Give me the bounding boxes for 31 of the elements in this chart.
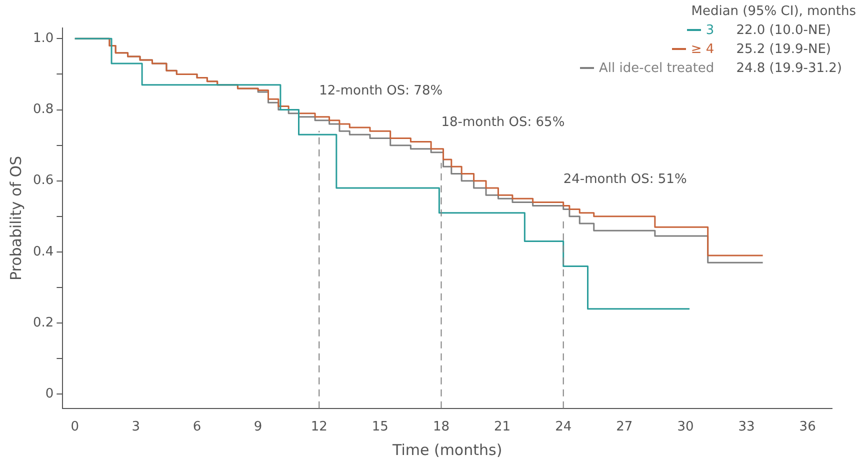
- y-tick-label: 1.0: [32, 31, 54, 46]
- y-tick-label: 0.6: [32, 173, 54, 188]
- x-tick-label: 36: [799, 420, 816, 435]
- y-axis-title: Probability of OS: [6, 156, 25, 281]
- legend-label: ≥ 4: [690, 42, 714, 57]
- annotation: 22.0 (10.0-NE): [736, 22, 832, 40]
- x-tick-label: 30: [677, 420, 694, 435]
- ref-line-label: 24-month OS: 51%: [563, 172, 687, 188]
- x-tick-label: 24: [555, 420, 572, 435]
- x-tick-label: 27: [616, 420, 633, 435]
- x-tick-label: 12: [310, 420, 328, 435]
- x-tick-label: 18: [432, 420, 450, 435]
- ref-line-label: 12-month OS: 78%: [319, 83, 443, 98]
- annotation: 25.2 (19.9-NE): [736, 41, 832, 59]
- x-tick-label: 9: [254, 420, 262, 435]
- legend-label: 3: [706, 23, 714, 38]
- x-tick-label: 0: [70, 420, 80, 435]
- y-tick-label: 0: [45, 386, 54, 402]
- x-tick-label: 21: [494, 420, 511, 435]
- x-tick-label: 33: [738, 420, 755, 435]
- x-tick-label: 3: [132, 420, 140, 435]
- y-tick-label: 0.8: [32, 102, 54, 118]
- y-tick-label: 0.4: [32, 244, 54, 260]
- legend-label: All ide-cel treated: [599, 61, 714, 76]
- annotation: 24.8 (19.9-31.2): [736, 60, 843, 78]
- x-tick-label: 15: [372, 420, 388, 435]
- x-axis-title: Time (months): [391, 440, 502, 459]
- y-tick-label: 0.2: [32, 315, 54, 330]
- legend-title: Median (95% CI), months: [690, 3, 856, 21]
- ref-line-label: 18-month OS: 65%: [441, 115, 565, 130]
- x-tick-label: 6: [192, 420, 202, 435]
